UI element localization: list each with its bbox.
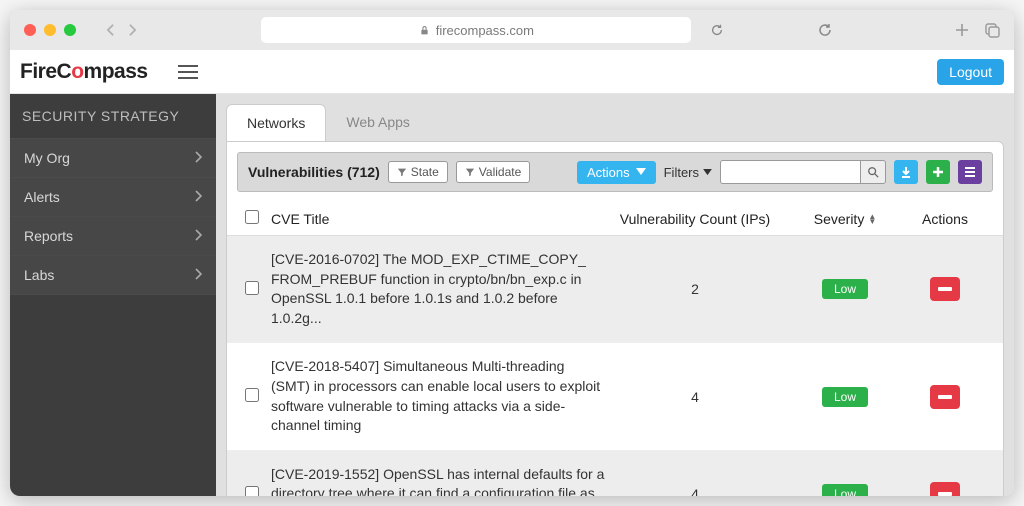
sidebar: SECURITY STRATEGY My Org Alerts Reports Lab… <box>10 94 216 496</box>
traffic-lights <box>24 24 76 36</box>
state-filter-label: State <box>411 165 439 179</box>
tabs: NetworksWeb Apps <box>226 104 1014 141</box>
sort-icon: ▲▼ <box>868 214 876 224</box>
add-button[interactable] <box>926 160 950 184</box>
plus-icon <box>931 165 945 179</box>
col-title: CVE Title <box>271 211 605 227</box>
actions-dropdown-button[interactable]: Actions <box>577 161 656 184</box>
reload-icon[interactable] <box>817 22 833 38</box>
sidebar-item-label: Reports <box>24 228 73 244</box>
download-icon <box>899 165 913 179</box>
app-header: FireCompass Logout <box>10 50 1014 94</box>
forward-button[interactable] <box>124 22 140 38</box>
url-text: firecompass.com <box>436 23 534 38</box>
chevron-right-icon <box>194 228 202 244</box>
sidebar-heading: SECURITY STRATEGY <box>10 94 216 138</box>
search-button[interactable] <box>860 160 886 184</box>
networks-panel: Vulnerabilities (712) State Validate Act… <box>226 141 1004 496</box>
chevron-down-icon <box>636 168 646 176</box>
delete-button[interactable] <box>930 277 960 301</box>
vulnerabilities-title: Vulnerabilities (712) <box>248 164 380 180</box>
sidebar-item-label: Labs <box>24 267 54 283</box>
col-actions: Actions <box>905 211 985 227</box>
cve-title: [CVE-2016-0702] The MOD_EXP_CTIME_COPY_ … <box>271 250 605 328</box>
severity-badge: Low <box>822 484 868 496</box>
download-button[interactable] <box>894 160 918 184</box>
brand-logo: FireCompass <box>20 60 148 84</box>
severity-badge: Low <box>822 387 868 407</box>
list-icon <box>963 165 977 179</box>
new-tab-icon[interactable] <box>954 22 970 38</box>
url-bar[interactable]: firecompass.com <box>261 17 691 43</box>
browser-window: firecompass.com FireCompass Logout SECUR… <box>10 10 1014 496</box>
main-content: NetworksWeb Apps Vulnerabilities (712) S… <box>216 94 1014 496</box>
nav-buttons <box>102 22 140 38</box>
vuln-count: 2 <box>605 281 785 297</box>
menu-toggle-icon[interactable] <box>178 65 198 79</box>
browser-right-controls <box>954 22 1000 38</box>
cve-title: [CVE-2018-5407] Simultaneous Multi-threa… <box>271 357 605 435</box>
row-checkbox[interactable] <box>245 388 259 402</box>
table-row: [CVE-2018-5407] Simultaneous Multi-threa… <box>227 343 1003 450</box>
sidebar-item-label: Alerts <box>24 189 60 205</box>
search-icon <box>867 166 879 178</box>
table-row: [CVE-2019-1552] OpenSSL has internal def… <box>227 451 1003 496</box>
chevron-right-icon <box>194 189 202 205</box>
back-button[interactable] <box>102 22 118 38</box>
col-count: Vulnerability Count (IPs) <box>605 211 785 227</box>
select-all-checkbox[interactable] <box>245 210 259 224</box>
lock-icon <box>419 25 430 36</box>
row-checkbox[interactable] <box>245 486 259 496</box>
chevron-right-icon <box>194 267 202 283</box>
close-window-button[interactable] <box>24 24 36 36</box>
table-row: [CVE-2016-0702] The MOD_EXP_CTIME_COPY_ … <box>227 236 1003 343</box>
minus-icon <box>938 287 952 291</box>
col-severity[interactable]: Severity ▲▼ <box>785 211 905 227</box>
row-checkbox[interactable] <box>245 281 259 295</box>
validate-filter-label: Validate <box>479 165 521 179</box>
severity-badge: Low <box>822 279 868 299</box>
vuln-count: 4 <box>605 486 785 496</box>
filters-dropdown[interactable]: Filters <box>664 165 712 180</box>
state-filter-button[interactable]: State <box>388 161 448 183</box>
tabs-overview-icon[interactable] <box>984 22 1000 38</box>
minus-icon <box>938 492 952 496</box>
logout-button[interactable]: Logout <box>937 59 1004 85</box>
minimize-window-button[interactable] <box>44 24 56 36</box>
toolbar: Vulnerabilities (712) State Validate Act… <box>237 152 993 192</box>
table-body: [CVE-2016-0702] The MOD_EXP_CTIME_COPY_ … <box>227 236 1003 496</box>
app-body: SECURITY STRATEGY My Org Alerts Reports Lab… <box>10 94 1014 496</box>
tab-networks[interactable]: Networks <box>226 104 326 141</box>
delete-button[interactable] <box>930 385 960 409</box>
chevron-right-icon <box>194 150 202 166</box>
sidebar-item-my-org[interactable]: My Org <box>10 138 216 177</box>
sidebar-item-alerts[interactable]: Alerts <box>10 177 216 216</box>
list-view-button[interactable] <box>958 160 982 184</box>
delete-button[interactable] <box>930 482 960 496</box>
reload-icon[interactable] <box>710 23 724 37</box>
actions-label: Actions <box>587 165 630 180</box>
filters-label: Filters <box>664 165 699 180</box>
filter-icon <box>465 167 475 177</box>
brand-text: FireC <box>20 60 71 83</box>
search-wrap <box>720 160 886 184</box>
sidebar-item-labs[interactable]: Labs <box>10 255 216 295</box>
sidebar-item-reports[interactable]: Reports <box>10 216 216 255</box>
table-header: CVE Title Vulnerability Count (IPs) Seve… <box>227 202 1003 236</box>
brand-o: o <box>71 60 83 83</box>
cve-title: [CVE-2019-1552] OpenSSL has internal def… <box>271 465 605 496</box>
maximize-window-button[interactable] <box>64 24 76 36</box>
validate-filter-button[interactable]: Validate <box>456 161 530 183</box>
chevron-down-icon <box>703 169 712 176</box>
col-severity-label: Severity <box>814 211 865 227</box>
brand-text: mpass <box>84 60 148 83</box>
sidebar-item-label: My Org <box>24 150 70 166</box>
vuln-count: 4 <box>605 389 785 405</box>
tab-web-apps[interactable]: Web Apps <box>326 104 430 141</box>
search-input[interactable] <box>720 160 860 184</box>
filter-icon <box>397 167 407 177</box>
browser-titlebar: firecompass.com <box>10 10 1014 50</box>
minus-icon <box>938 395 952 399</box>
